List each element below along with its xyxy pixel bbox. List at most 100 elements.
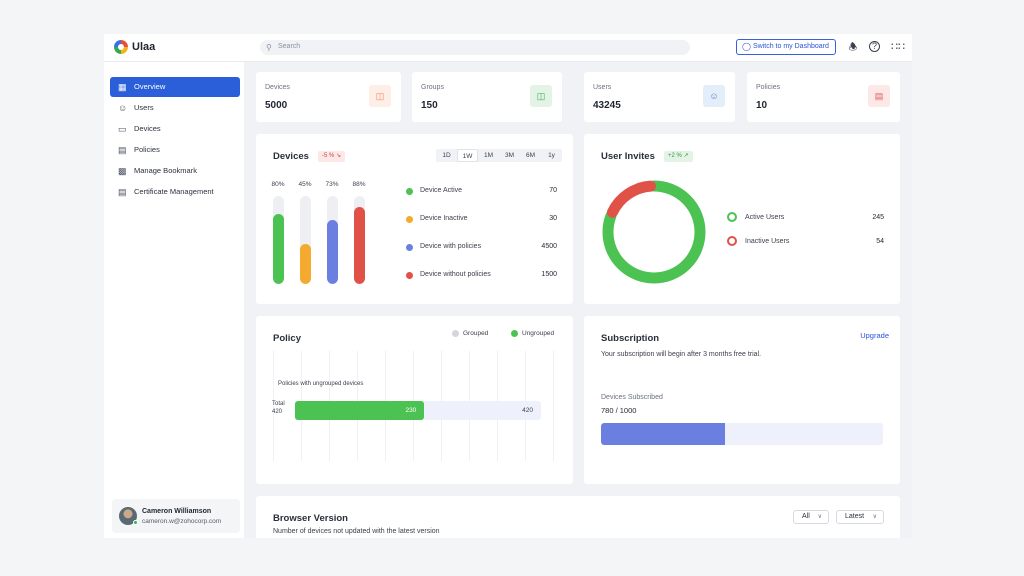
stat-card-groups[interactable]: Groups 150 ◫ <box>412 72 562 122</box>
row-label-line: Total <box>272 401 285 407</box>
dropdown-value: All <box>802 513 810 520</box>
change-value: -5 % <box>322 153 335 159</box>
range-tab-1d[interactable]: 1D <box>442 152 451 159</box>
stat-card-policies[interactable]: Policies 10 ▤ <box>747 72 900 122</box>
stat-label: Policies <box>756 84 781 91</box>
legend-label: Device without policies <box>420 271 491 278</box>
stat-label: Users <box>593 84 612 91</box>
grid-icon: ▦ <box>118 82 127 92</box>
legend-dot <box>406 216 413 223</box>
device-icon: ▭ <box>118 124 127 134</box>
upgrade-link[interactable]: Upgrade <box>860 331 889 340</box>
sidebar-item-devices[interactable]: ▭ Devices <box>110 119 240 139</box>
range-tab-3m[interactable]: 3M <box>504 152 515 159</box>
subscription-message: Your subscription will begin after 3 mon… <box>601 351 762 358</box>
range-tab-1m[interactable]: 1M <box>483 152 494 159</box>
change-badge: -5 % ↘ <box>318 151 346 162</box>
subscribed-value: 780 / 1000 <box>601 406 637 415</box>
row-label-line: 420 <box>272 409 283 415</box>
legend-ring <box>727 236 737 246</box>
search-input[interactable]: ⚲ Search <box>260 40 690 55</box>
filter-all-dropdown[interactable]: All ∨ <box>793 510 829 524</box>
range-tab-1w[interactable]: 1W <box>457 149 478 162</box>
ungrouped-bar: 230 <box>295 401 425 420</box>
help-icon[interactable]: ? <box>869 41 880 52</box>
sidebar-item-label: Users <box>134 103 154 112</box>
card-title: User Invites <box>601 151 655 162</box>
filter-latest-dropdown[interactable]: Latest ∨ <box>836 510 884 524</box>
search-placeholder: Search <box>278 43 301 50</box>
subscribed-label: Devices Subscribed <box>601 394 663 401</box>
legend-label: Device Active <box>420 187 463 194</box>
sidebar-item-label: Certificate Management <box>134 187 214 196</box>
switch-dashboard-button[interactable]: ◯ Switch to my Dashboard <box>736 39 836 55</box>
legend-ring <box>727 212 737 222</box>
legend-label: Grouped <box>463 330 489 337</box>
legend-value: 30 <box>549 215 557 222</box>
stat-value: 150 <box>421 100 438 111</box>
devices-card: Devices -5 % ↘ 1D 1W 1M 3M 6M 1y 80% 45% 7… <box>256 134 573 304</box>
bar <box>273 213 284 284</box>
legend-value: 54 <box>876 238 884 245</box>
user-name: Cameron Williamson <box>142 508 212 515</box>
sidebar-item-label: Devices <box>134 124 161 133</box>
bell-icon[interactable]: 🕭 <box>848 42 858 53</box>
sidebar-item-users[interactable]: ☺ Users <box>110 98 240 118</box>
avatar <box>119 507 138 525</box>
row-label: Total 420 <box>272 400 285 416</box>
sidebar-item-label: Overview <box>134 82 166 91</box>
chart-caption: Policies with ungrouped devices <box>278 381 364 387</box>
gridline <box>553 351 554 461</box>
bar-percent-label: 80% <box>271 181 285 188</box>
subscription-progress-bar <box>601 423 883 445</box>
policy-icon: ▤ <box>118 145 127 155</box>
legend-dot <box>511 330 518 337</box>
donut-slice <box>602 180 706 284</box>
user-invites-card: User Invites +2 % ↗ Active Users 245 Ina… <box>584 134 900 304</box>
card-title: Subscription <box>601 333 660 344</box>
sidebar-item-certificate-management[interactable]: ▤ Certificate Management <box>110 182 240 202</box>
bar-track <box>273 196 284 284</box>
user-icon: ☺ <box>703 85 725 107</box>
document-icon: ▤ <box>868 85 890 107</box>
user-invites-donut-chart <box>602 180 706 284</box>
stat-card-devices[interactable]: Devices 5000 ◫ <box>256 72 401 122</box>
legend-value: 1500 <box>541 271 557 278</box>
sidebar-item-policies[interactable]: ▤ Policies <box>110 140 240 160</box>
app-window: Ulaa ⚲ Search ◯ Switch to my Dashboard 🕭… <box>104 34 912 538</box>
sidebar-item-label: Policies <box>134 145 160 154</box>
bar-percent-label: 88% <box>352 181 366 188</box>
apps-grid-icon[interactable]: ∷∷ <box>891 41 905 53</box>
legend-dot <box>406 244 413 251</box>
sidebar-item-manage-bookmark[interactable]: ▩ Manage Bookmark <box>110 161 240 181</box>
bar <box>354 206 365 284</box>
certificate-icon: ▤ <box>118 187 127 197</box>
legend-value: 70 <box>549 187 557 194</box>
sidebar-item-overview[interactable]: ▦ Overview <box>110 77 240 97</box>
range-tab-6m[interactable]: 6M <box>525 152 536 159</box>
user-profile-card[interactable]: Cameron Williamson cameron.w@zohocorp.co… <box>112 499 240 533</box>
card-title: Policy <box>273 333 301 344</box>
legend-label: Device Inactive <box>420 215 468 222</box>
dropdown-value: Latest <box>845 513 865 520</box>
dashboard-icon: ◯ <box>742 42 751 51</box>
stat-value: 10 <box>756 100 768 111</box>
range-selector: 1D 1W 1M 3M 6M 1y <box>436 149 562 162</box>
stat-value: 5000 <box>265 100 288 111</box>
chevron-down-icon: ∨ <box>817 514 822 520</box>
subscription-progress-fill <box>601 423 726 445</box>
change-badge: +2 % ↗ <box>664 151 693 162</box>
change-value: +2 % <box>668 153 682 159</box>
legend-label: Inactive Users <box>745 238 790 245</box>
stat-value: 43245 <box>593 100 621 111</box>
legend-value: 245 <box>872 214 884 221</box>
bar-percent-label: 45% <box>298 181 312 188</box>
legend-value: 4500 <box>541 243 557 250</box>
subscription-card: Subscription Upgrade Your subscription w… <box>584 316 900 484</box>
browser-version-card: Browser Version Number of devices not up… <box>256 496 900 538</box>
bar-track <box>327 196 338 284</box>
bar-track <box>354 196 365 284</box>
stat-card-users[interactable]: Users 43245 ☺ <box>584 72 735 122</box>
legend-label: Active Users <box>745 214 785 221</box>
range-tab-1y[interactable]: 1y <box>548 152 555 159</box>
